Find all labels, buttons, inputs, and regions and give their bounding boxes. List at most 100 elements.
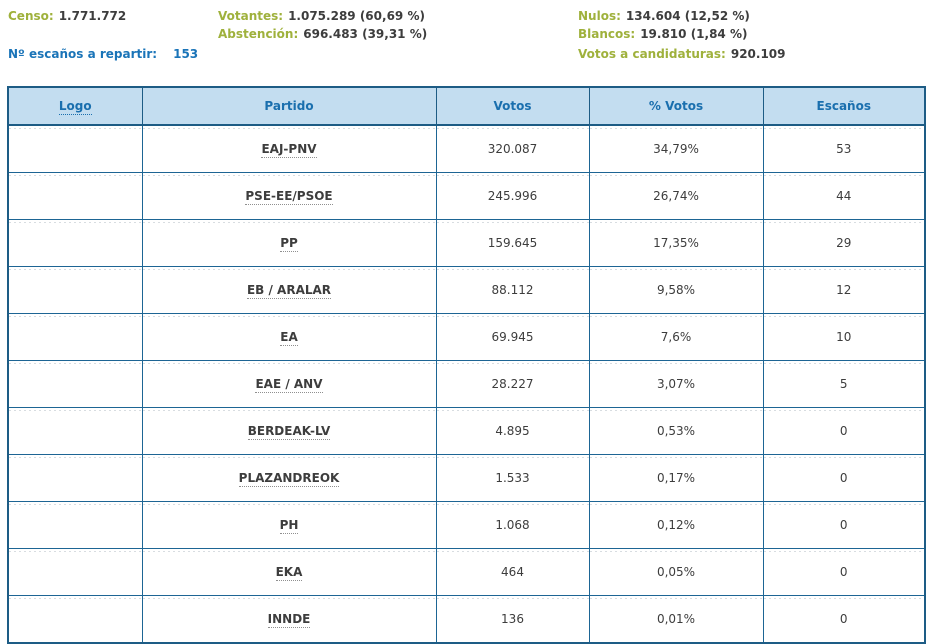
party-cell: PP: [141, 219, 437, 267]
pct-votes-cell: 26,74%: [588, 172, 764, 220]
censo-label: Censo:: [8, 9, 54, 23]
table-row: EA 69.945 7,6% 10: [7, 313, 926, 361]
votes-cell: 159.645: [435, 219, 590, 267]
party-link[interactable]: BERDEAK-LV: [247, 424, 331, 440]
logo-cell: [7, 266, 143, 314]
votos-candidaturas-value: 920.109: [730, 47, 786, 61]
votes-cell: 1.068: [435, 501, 590, 549]
party-link[interactable]: EB / ARALAR: [246, 283, 332, 299]
logo-header-link[interactable]: Logo: [58, 99, 92, 115]
logo-cell: [7, 360, 143, 408]
logo-cell: [7, 595, 143, 644]
party-link[interactable]: PLAZANDREOK: [238, 471, 340, 487]
votes-cell: 4.895: [435, 407, 590, 455]
nulos-label: Nulos:: [578, 9, 621, 23]
abstencion-value: 696.483 (39,31 %): [303, 27, 428, 41]
votes-cell: 245.996: [435, 172, 590, 220]
party-cell: PSE-EE/PSOE: [141, 172, 437, 220]
party-cell: EA: [141, 313, 437, 361]
column-header-logo[interactable]: Logo: [7, 86, 143, 126]
column-header-votos: Votos: [435, 86, 590, 126]
votantes-stat: Votantes: 1.075.289 (60,69 %): [218, 9, 425, 24]
party-cell: EAJ-PNV: [141, 124, 437, 173]
table-row: EAJ-PNV 320.087 34,79% 53: [7, 124, 926, 173]
party-link[interactable]: EA: [280, 330, 298, 346]
seats-cell: 0: [762, 407, 926, 455]
table-row: EB / ARALAR 88.112 9,58% 12: [7, 266, 926, 314]
pct-votes-cell: 34,79%: [588, 124, 764, 173]
votes-cell: 464: [435, 548, 590, 596]
votes-cell: 88.112: [435, 266, 590, 314]
logo-cell: [7, 219, 143, 267]
pct-votes-cell: 7,6%: [588, 313, 764, 361]
seats-cell: 29: [762, 219, 926, 267]
logo-cell: [7, 407, 143, 455]
pct-votes-cell: 17,35%: [588, 219, 764, 267]
votes-cell: 28.227: [435, 360, 590, 408]
table-row: PH 1.068 0,12% 0: [7, 501, 926, 549]
column-header-pct-votos: % Votos: [588, 86, 764, 126]
party-link[interactable]: INNDE: [267, 612, 311, 628]
summary-panel: Censo: 1.771.772 Votantes: 1.075.289 (60,6…: [0, 0, 931, 80]
escanos-a-repartir-value: 153: [173, 47, 199, 61]
votos-candidaturas-stat: Votos a candidaturas: 920.109: [578, 47, 786, 62]
logo-cell: [7, 501, 143, 549]
seats-cell: 0: [762, 595, 926, 644]
table-row: EAE / ANV 28.227 3,07% 5: [7, 360, 926, 408]
pct-votes-cell: 0,01%: [588, 595, 764, 644]
censo-stat: Censo: 1.771.772: [8, 9, 126, 24]
table-row: PLAZANDREOK 1.533 0,17% 0: [7, 454, 926, 502]
party-link[interactable]: PSE-EE/PSOE: [245, 189, 333, 205]
logo-cell: [7, 172, 143, 220]
blancos-label: Blancos:: [578, 27, 636, 41]
votos-candidaturas-label: Votos a candidaturas:: [578, 47, 726, 61]
logo-cell: [7, 548, 143, 596]
pct-votes-cell: 9,58%: [588, 266, 764, 314]
seats-cell: 10: [762, 313, 926, 361]
abstencion-stat: Abstención: 696.483 (39,31 %): [218, 27, 427, 42]
party-cell: INNDE: [141, 595, 437, 644]
votantes-value: 1.075.289 (60,69 %): [288, 9, 425, 23]
votes-cell: 69.945: [435, 313, 590, 361]
party-cell: EKA: [141, 548, 437, 596]
party-link[interactable]: PH: [279, 518, 299, 534]
results-table: Logo Partido Votos % Votos Escaños EAJ-P…: [7, 86, 926, 644]
blancos-stat: Blancos: 19.810 (1,84 %): [578, 27, 747, 42]
pct-votes-cell: 3,07%: [588, 360, 764, 408]
blancos-value: 19.810 (1,84 %): [640, 27, 748, 41]
party-cell: PH: [141, 501, 437, 549]
pct-votes-cell: 0,12%: [588, 501, 764, 549]
party-link[interactable]: EAJ-PNV: [261, 142, 317, 158]
seats-cell: 53: [762, 124, 926, 173]
nulos-stat: Nulos: 134.604 (12,52 %): [578, 9, 750, 24]
censo-value: 1.771.772: [58, 9, 127, 23]
pct-votes-cell: 0,17%: [588, 454, 764, 502]
votes-cell: 320.087: [435, 124, 590, 173]
seats-cell: 0: [762, 548, 926, 596]
party-cell: EAE / ANV: [141, 360, 437, 408]
votantes-label: Votantes:: [218, 9, 284, 23]
table-row: EKA 464 0,05% 0: [7, 548, 926, 596]
votes-cell: 136: [435, 595, 590, 644]
seats-cell: 44: [762, 172, 926, 220]
table-row: PP 159.645 17,35% 29: [7, 219, 926, 267]
party-link[interactable]: PP: [280, 236, 298, 252]
pct-votes-cell: 0,05%: [588, 548, 764, 596]
abstencion-label: Abstención:: [218, 27, 299, 41]
seats-cell: 0: [762, 454, 926, 502]
table-row: PSE-EE/PSOE 245.996 26,74% 44: [7, 172, 926, 220]
seats-cell: 0: [762, 501, 926, 549]
party-link[interactable]: EKA: [275, 565, 303, 581]
table-body: EAJ-PNV 320.087 34,79% 53 PSE-EE/PSOE 24…: [7, 124, 926, 644]
seats-cell: 12: [762, 266, 926, 314]
table-row: INNDE 136 0,01% 0: [7, 595, 926, 644]
logo-cell: [7, 454, 143, 502]
party-link[interactable]: EAE / ANV: [255, 377, 323, 393]
table-header-row: Logo Partido Votos % Votos Escaños: [7, 86, 926, 126]
escanos-a-repartir-stat: Nº escaños a repartir: 153: [8, 47, 198, 62]
party-cell: PLAZANDREOK: [141, 454, 437, 502]
pct-votes-cell: 0,53%: [588, 407, 764, 455]
column-header-partido: Partido: [141, 86, 437, 126]
escanos-a-repartir-label: Nº escaños a repartir:: [8, 47, 158, 61]
logo-cell: [7, 313, 143, 361]
